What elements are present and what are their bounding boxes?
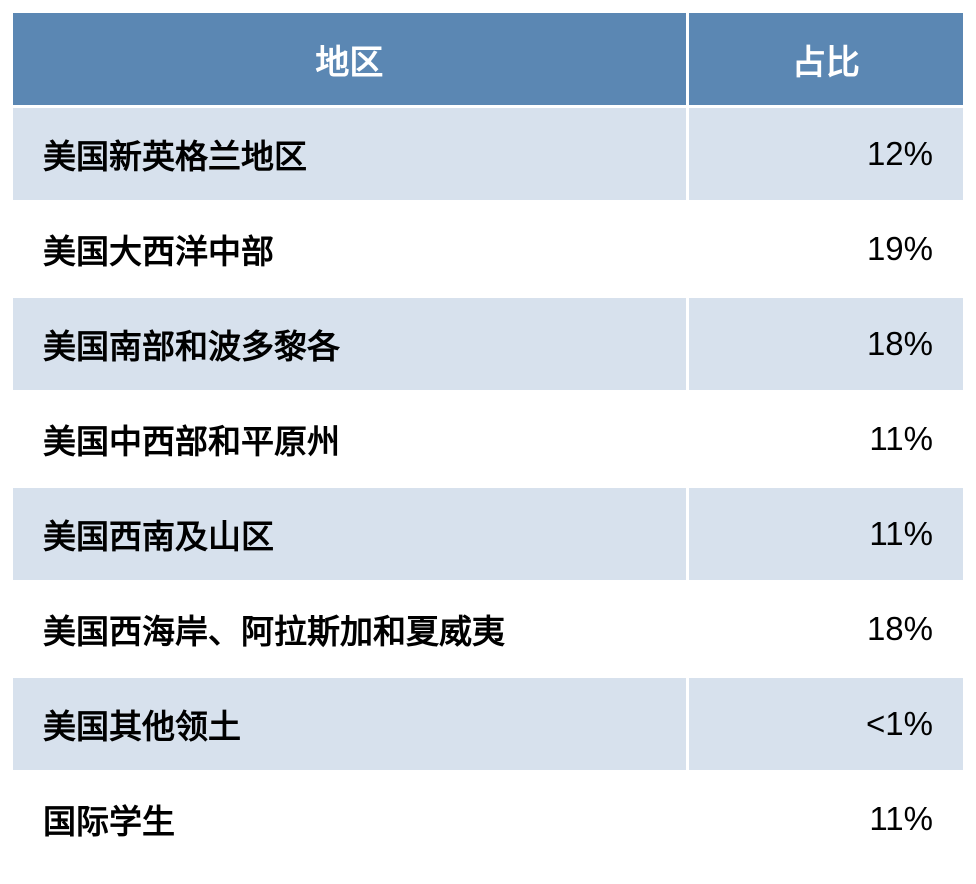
region-percent-table: 地区 占比 美国新英格兰地区 12% 美国大西洋中部 19% 美国南部和波多黎各… (10, 10, 966, 868)
percent-cell: 11% (687, 772, 964, 867)
table-header-row: 地区 占比 (12, 12, 965, 107)
percent-cell: 18% (687, 582, 964, 677)
region-cell: 国际学生 (12, 772, 688, 867)
region-cell: 美国其他领土 (12, 677, 688, 772)
percent-cell: <1% (687, 677, 964, 772)
header-region: 地区 (12, 12, 688, 107)
table-row: 国际学生 11% (12, 772, 965, 867)
region-cell: 美国西南及山区 (12, 487, 688, 582)
table-row: 美国西海岸、阿拉斯加和夏威夷 18% (12, 582, 965, 677)
table-row: 美国大西洋中部 19% (12, 202, 965, 297)
table-row: 美国其他领土 <1% (12, 677, 965, 772)
region-cell: 美国南部和波多黎各 (12, 297, 688, 392)
region-cell: 美国西海岸、阿拉斯加和夏威夷 (12, 582, 688, 677)
table-row: 美国新英格兰地区 12% (12, 107, 965, 202)
percent-cell: 19% (687, 202, 964, 297)
region-cell: 美国新英格兰地区 (12, 107, 688, 202)
table-row: 美国中西部和平原州 11% (12, 392, 965, 487)
percent-cell: 11% (687, 487, 964, 582)
region-cell: 美国大西洋中部 (12, 202, 688, 297)
table-row: 美国西南及山区 11% (12, 487, 965, 582)
table-row: 美国南部和波多黎各 18% (12, 297, 965, 392)
header-percent: 占比 (687, 12, 964, 107)
percent-cell: 18% (687, 297, 964, 392)
region-cell: 美国中西部和平原州 (12, 392, 688, 487)
percent-cell: 11% (687, 392, 964, 487)
percent-cell: 12% (687, 107, 964, 202)
